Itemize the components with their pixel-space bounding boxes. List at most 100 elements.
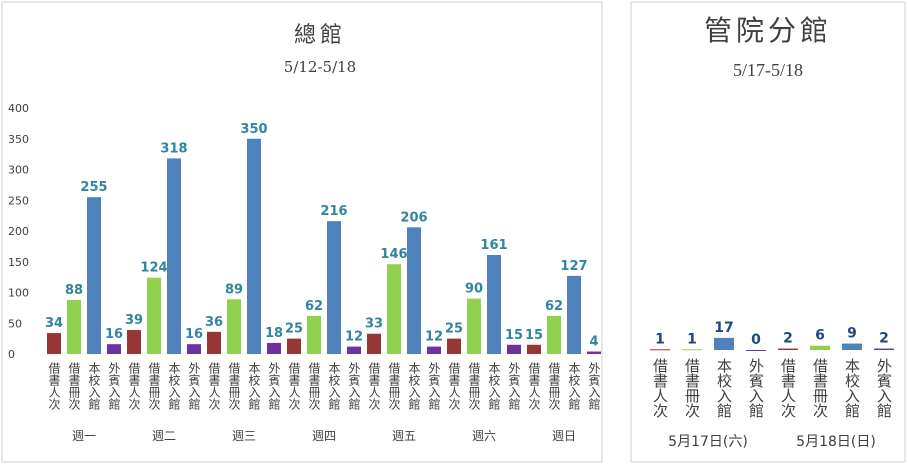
value-label: 25 — [445, 322, 463, 337]
left-panel — [1, 1, 603, 463]
bar — [47, 333, 61, 354]
value-label: 4 — [589, 335, 598, 350]
value-label: 39 — [125, 313, 143, 328]
value-label: 1 — [655, 331, 665, 347]
bar — [682, 349, 702, 351]
y-tick-label: 50 — [8, 317, 22, 330]
value-label: 16 — [185, 327, 203, 342]
bar-category-label: 本校入館 — [715, 358, 733, 418]
value-label: 255 — [80, 180, 107, 195]
chart-title: 管院分館 — [704, 15, 832, 47]
right-panel — [630, 1, 906, 463]
bar — [227, 299, 241, 354]
bar — [247, 138, 261, 354]
bar-category-label: 借書人次 — [127, 362, 141, 411]
bar-category-label: 本校入館 — [567, 362, 581, 410]
value-label: 0 — [751, 332, 761, 348]
bar-category-label: 本校入館 — [247, 362, 261, 410]
bar — [267, 342, 281, 354]
group-label: 週二 — [152, 429, 176, 443]
bar-category-label: 外賓入館 — [267, 362, 281, 410]
group-label: 週六 — [472, 429, 496, 443]
bar — [467, 298, 481, 354]
bar — [407, 227, 421, 354]
bar — [107, 344, 121, 354]
value-label: 89 — [225, 282, 243, 297]
value-label: 2 — [783, 331, 793, 347]
value-label: 16 — [105, 327, 123, 342]
value-label: 1 — [687, 331, 697, 347]
bar-category-label: 借書人次 — [367, 362, 381, 411]
bar — [487, 254, 501, 354]
bar — [207, 331, 221, 354]
value-label: 17 — [714, 320, 733, 336]
bar-category-label: 本校入館 — [327, 362, 341, 410]
bar — [650, 349, 670, 351]
bar-category-label: 外賓入館 — [747, 358, 765, 418]
bar — [307, 315, 321, 354]
bar — [327, 221, 341, 354]
value-label: 2 — [879, 331, 889, 347]
value-label: 127 — [560, 259, 587, 274]
bar-category-label: 借書人次 — [287, 362, 301, 411]
y-tick-label: 250 — [8, 194, 29, 207]
chart-subtitle: 5/17-5/18 — [733, 60, 803, 80]
y-tick-label: 400 — [8, 102, 29, 115]
value-label: 18 — [265, 326, 283, 341]
chart-subtitle: 5/12-5/18 — [284, 58, 356, 76]
group-label: 5月17日(六) — [668, 434, 748, 450]
bar-category-label: 本校入館 — [843, 358, 861, 418]
bar-category-label: 外賓入館 — [107, 362, 121, 410]
bar-category-label: 借書冊次 — [547, 362, 561, 411]
bar — [347, 346, 361, 354]
bar — [507, 344, 521, 354]
bar — [67, 299, 81, 354]
value-label: 62 — [545, 299, 563, 314]
bar-category-label: 外賓入館 — [347, 362, 361, 410]
value-label: 9 — [847, 326, 857, 342]
bar — [167, 158, 181, 354]
bar-category-label: 本校入館 — [87, 362, 101, 410]
bar — [187, 344, 201, 354]
bar-category-label: 外賓入館 — [587, 362, 601, 410]
group-label: 週五 — [392, 429, 416, 443]
bar — [287, 338, 301, 354]
value-label: 350 — [240, 122, 267, 137]
bar-category-label: 借書冊次 — [387, 362, 401, 411]
bar — [567, 275, 581, 354]
bar-category-label: 借書人次 — [779, 358, 797, 418]
value-label: 88 — [65, 283, 83, 298]
bar — [447, 338, 461, 354]
value-label: 34 — [45, 316, 63, 331]
bar-category-label: 借書冊次 — [227, 362, 241, 411]
value-label: 12 — [345, 330, 363, 345]
bar-category-label: 借書人次 — [651, 358, 669, 418]
bar-category-label: 本校入館 — [407, 362, 421, 410]
group-label: 週日 — [552, 429, 576, 443]
y-tick-label: 200 — [8, 225, 29, 238]
bar — [127, 330, 141, 354]
value-label: 124 — [140, 261, 167, 276]
value-label: 15 — [505, 328, 523, 343]
value-label: 216 — [320, 204, 347, 219]
bar-category-label: 本校入館 — [167, 362, 181, 410]
bar — [842, 343, 862, 350]
value-label: 12 — [425, 330, 443, 345]
bar — [87, 197, 101, 354]
chart-title: 總館 — [294, 23, 346, 48]
bar-category-label: 借書冊次 — [307, 362, 321, 411]
value-label: 318 — [160, 141, 187, 156]
bar-category-label: 借書人次 — [527, 362, 541, 411]
bar — [714, 337, 734, 350]
bar-category-label: 本校入館 — [487, 362, 501, 410]
bar-category-label: 借書冊次 — [467, 362, 481, 411]
y-tick-label: 0 — [8, 348, 15, 361]
bar-category-label: 外賓入館 — [507, 362, 521, 410]
y-tick-label: 350 — [8, 133, 29, 146]
bar-category-label: 外賓入館 — [187, 362, 201, 410]
value-label: 36 — [205, 315, 223, 330]
value-label: 15 — [525, 328, 543, 343]
group-label: 週三 — [232, 429, 256, 443]
group-label: 週四 — [312, 429, 336, 443]
